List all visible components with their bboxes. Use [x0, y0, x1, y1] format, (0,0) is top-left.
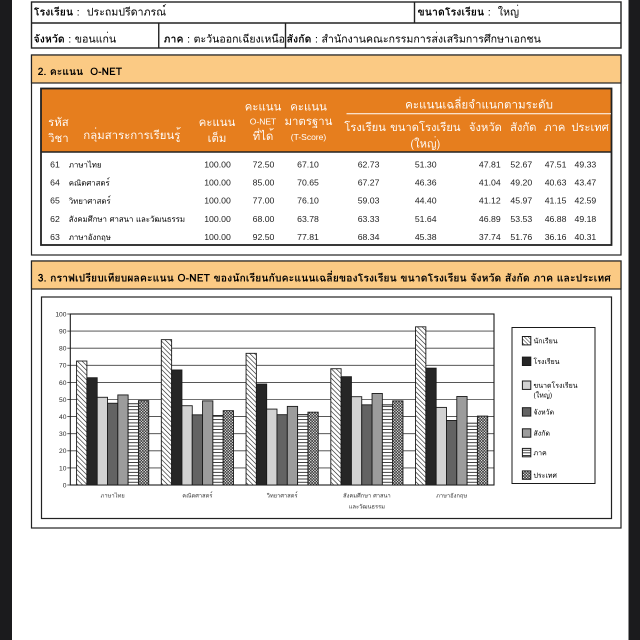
svg-text:51.30: 51.30 [415, 160, 437, 170]
svg-text:100: 100 [55, 311, 66, 318]
svg-text:67.27: 67.27 [358, 178, 380, 188]
svg-text:60: 60 [59, 380, 67, 387]
svg-text:100.00: 100.00 [204, 232, 231, 242]
svg-text:68.34: 68.34 [358, 232, 380, 242]
svg-text:59.03: 59.03 [358, 196, 380, 206]
svg-text:37.74: 37.74 [479, 232, 501, 242]
svg-text:52.67: 52.67 [510, 160, 532, 170]
svg-text:44.40: 44.40 [415, 196, 437, 206]
svg-text:47.51: 47.51 [545, 160, 567, 170]
svg-text:51.76: 51.76 [510, 232, 532, 242]
svg-text:61: 61 [50, 160, 60, 170]
svg-text:68.00: 68.00 [253, 214, 275, 224]
svg-text:100.00: 100.00 [204, 214, 231, 224]
svg-text:90: 90 [59, 329, 67, 336]
svg-text:70.65: 70.65 [297, 178, 319, 188]
svg-text:63.78: 63.78 [297, 214, 319, 224]
svg-text:100.00: 100.00 [204, 178, 231, 188]
svg-text:50: 50 [59, 397, 67, 404]
svg-text:49.20: 49.20 [510, 178, 532, 188]
svg-text:65: 65 [50, 196, 60, 206]
svg-text:46.89: 46.89 [479, 214, 501, 224]
svg-text:51.64: 51.64 [415, 214, 437, 224]
svg-text:67.10: 67.10 [297, 160, 319, 170]
svg-text:O-NET: O-NET [250, 117, 276, 127]
svg-text:62: 62 [50, 214, 60, 224]
svg-text:36.16: 36.16 [545, 232, 567, 242]
svg-text:92.50: 92.50 [253, 232, 275, 242]
svg-text:62.73: 62.73 [358, 160, 380, 170]
svg-text:20: 20 [59, 448, 67, 455]
svg-text:30: 30 [59, 431, 67, 438]
svg-text:72.50: 72.50 [253, 160, 275, 170]
svg-text:46.88: 46.88 [545, 214, 567, 224]
svg-text:41.04: 41.04 [479, 178, 501, 188]
svg-text:41.15: 41.15 [545, 196, 567, 206]
svg-text:70: 70 [59, 363, 67, 370]
svg-text:63.33: 63.33 [358, 214, 380, 224]
svg-text:42.59: 42.59 [575, 196, 597, 206]
svg-text:100.00: 100.00 [204, 160, 231, 170]
svg-text:77.00: 77.00 [253, 196, 275, 206]
svg-text:77.81: 77.81 [297, 232, 319, 242]
svg-text:(T-Score): (T-Score) [291, 132, 327, 142]
svg-text:64: 64 [50, 178, 60, 188]
svg-text:45.38: 45.38 [415, 232, 437, 242]
svg-text:76.10: 76.10 [297, 196, 319, 206]
svg-text:40.63: 40.63 [545, 178, 567, 188]
svg-text:46.36: 46.36 [415, 178, 437, 188]
svg-text:80: 80 [59, 346, 67, 353]
svg-text:45.97: 45.97 [510, 196, 532, 206]
svg-text:49.18: 49.18 [575, 214, 597, 224]
svg-text:0: 0 [63, 482, 67, 489]
svg-text:40: 40 [59, 414, 67, 421]
svg-text:47.81: 47.81 [479, 160, 501, 170]
svg-text:49.33: 49.33 [575, 160, 597, 170]
svg-text:43.47: 43.47 [575, 178, 597, 188]
svg-text:53.53: 53.53 [510, 214, 532, 224]
svg-text:10: 10 [59, 465, 67, 472]
svg-text:100.00: 100.00 [204, 196, 231, 206]
svg-text:63: 63 [50, 232, 60, 242]
svg-text:85.00: 85.00 [253, 178, 275, 188]
svg-text:41.12: 41.12 [479, 196, 501, 206]
svg-text:40.31: 40.31 [575, 232, 597, 242]
